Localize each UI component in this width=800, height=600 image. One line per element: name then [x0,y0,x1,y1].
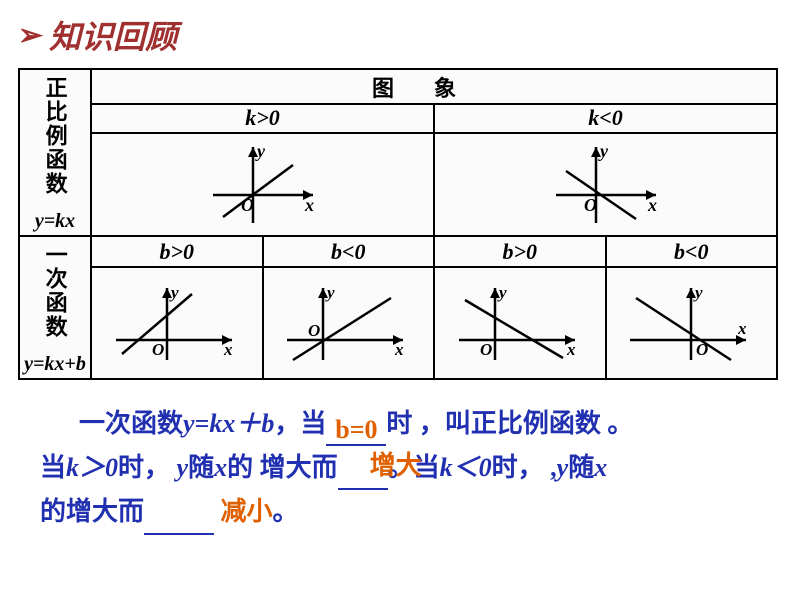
b-neg-2: b<0 [606,236,778,267]
function-table: 正比例函数 y=kx 图象 k>0 k<0 y x O [18,68,778,380]
svg-text:O: O [584,195,597,215]
t1c: ，当 [274,409,326,438]
t2h: k＜0 [440,453,492,482]
t2d: y [177,453,189,482]
t2e: 随 [188,453,214,482]
table-header: 图象 [91,69,777,104]
svg-text:x: x [566,340,576,359]
row1-eq: y=kx [20,208,90,235]
graph-lin-4: y x O [606,267,778,379]
t2g: 的 增大而 [227,453,338,482]
t3b: 。 [273,497,299,526]
k-pos: k>0 [91,104,434,133]
t2a: 当 [40,453,66,482]
graph-lin-1: y x O [91,267,263,379]
svg-text:x: x [223,340,233,359]
row2-label: 一次函数 [38,237,71,345]
svg-text:y: y [169,283,179,302]
svg-text:x: x [304,195,314,215]
t2b: k＞0 [66,453,118,482]
svg-text:x: x [647,195,657,215]
t2j: y [557,453,569,482]
svg-text:y: y [598,141,609,161]
graph-prop-pos: y x O [91,133,434,236]
t1a: 一次函数 [79,409,183,438]
b-pos-2: b>0 [434,236,606,267]
t1d: 时 ，叫正比例函数 。 [386,409,633,438]
t2f: x [214,453,227,482]
paragraph: 一次函数y=kx＋b，当b=0时 ，叫正比例函数 。 当k＞0时， y随x的 增… [40,402,760,535]
t3a: 的增大而 [40,497,144,526]
svg-text:O: O [480,340,492,359]
title-row: ➢ 知识回顾 [0,0,800,64]
svg-text:y: y [497,283,507,302]
blank2: 增大 [370,444,422,488]
t2k: 随 [568,453,594,482]
graph-lin-2: y x O [263,267,435,379]
t2i: 时， , [492,453,557,482]
t1b: y=kx＋b [183,409,274,438]
row1-label: 正比例函数 [38,70,71,202]
svg-text:y: y [325,283,335,302]
svg-text:y: y [693,283,703,302]
k-neg: k<0 [434,104,777,133]
b-neg-1: b<0 [263,236,435,267]
svg-text:y: y [255,141,266,161]
t2l: x [594,453,607,482]
blank1: b=0 [335,415,377,444]
t2c: 时， [118,453,177,482]
blank3: 减小 [221,497,273,526]
svg-text:O: O [152,340,164,359]
graph-lin-3: y x O [434,267,606,379]
graph-prop-neg: y x O [434,133,777,236]
row2-eq: y=kx+b [20,351,90,378]
page-title: 知识回顾 [49,12,177,58]
b-pos-1: b>0 [91,236,263,267]
svg-text:x: x [737,319,747,338]
arrow-icon: ➢ [18,18,43,53]
svg-text:x: x [394,340,404,359]
svg-text:O: O [308,321,320,340]
